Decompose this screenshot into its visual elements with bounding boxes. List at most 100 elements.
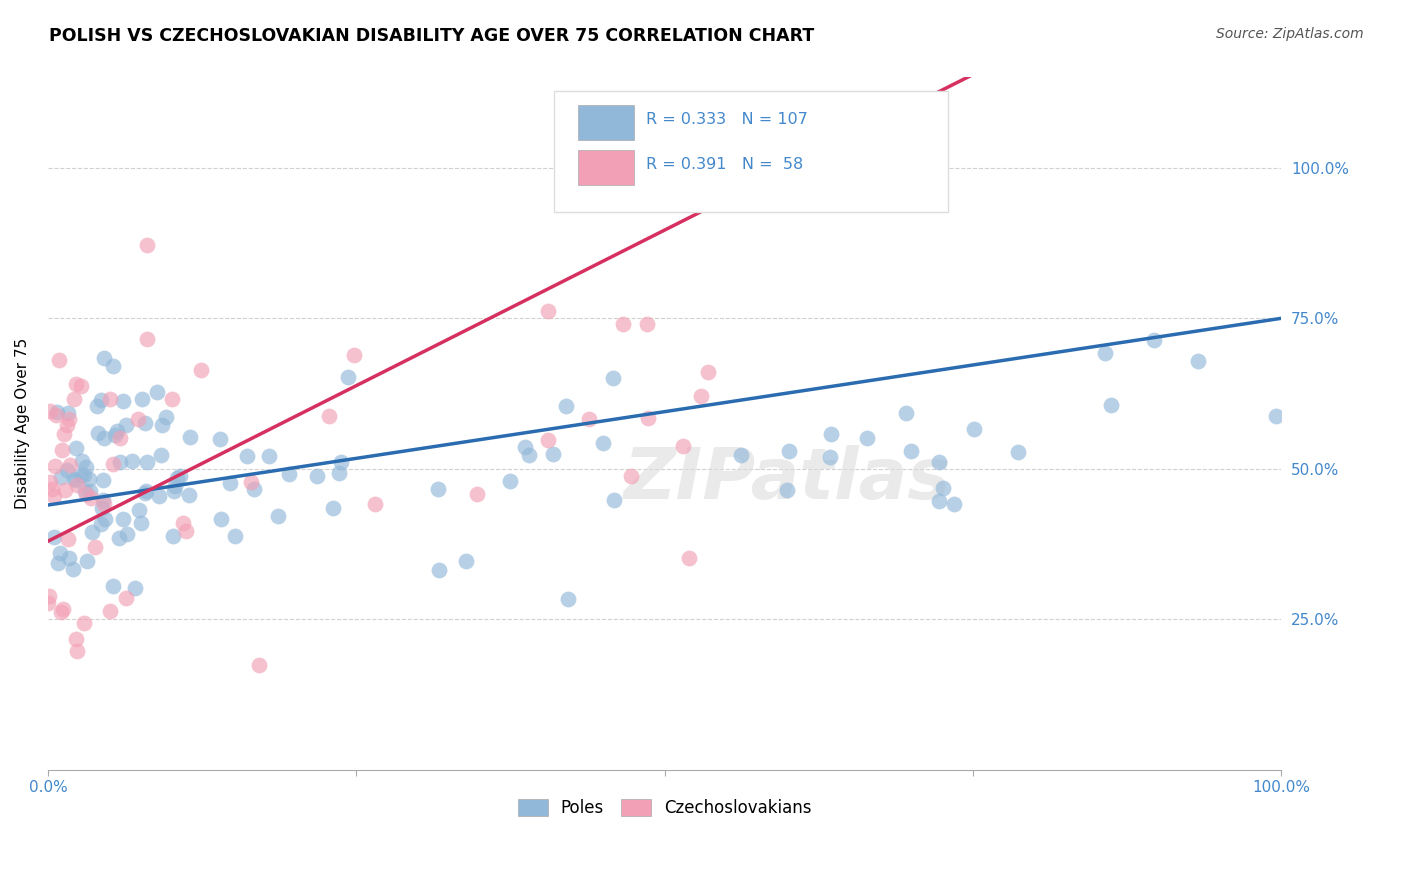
Point [101, 359, 124, 373]
Point [91, 492, 114, 507]
Point [73, 468, 96, 483]
Point [322, 500, 344, 515]
Point [179, 430, 201, 444]
Point [336, 370, 359, 384]
Point [148, 489, 170, 503]
Bar [554, 91, 948, 212]
Point [242, 483, 264, 497]
Point [136, 238, 159, 252]
Point [697, 365, 720, 379]
Point [66, 644, 89, 658]
Point [94, 512, 117, 526]
Point [900, 444, 922, 458]
Point [136, 455, 159, 469]
Point [114, 418, 136, 433]
Point [555, 400, 578, 414]
Point [818, 450, 841, 464]
Point [932, 481, 955, 495]
Point [592, 436, 614, 450]
Point [454, 554, 477, 568]
Point [963, 422, 986, 436]
Point [209, 512, 232, 526]
Point [778, 444, 800, 458]
Point [426, 482, 449, 496]
Point [70, 468, 93, 483]
Point [53, 427, 76, 442]
Point [266, 509, 288, 524]
Point [114, 591, 136, 605]
Point [49, 470, 72, 484]
Point [48, 352, 70, 367]
Point [73, 484, 96, 499]
Point [541, 447, 564, 461]
Point [62, 562, 84, 576]
Point [672, 439, 695, 453]
Point [1187, 353, 1209, 368]
Point [636, 318, 658, 332]
Point [79, 472, 101, 486]
Point [53, 483, 76, 498]
Point [41, 482, 63, 496]
Text: Source: ZipAtlas.com: Source: ZipAtlas.com [1216, 27, 1364, 41]
Point [163, 484, 186, 499]
Point [498, 474, 520, 488]
Point [135, 331, 157, 345]
Point [90, 392, 112, 407]
Point [90, 517, 112, 532]
Point [45, 405, 67, 419]
Point [1143, 333, 1166, 347]
Point [86, 399, 108, 413]
Point [58, 532, 80, 546]
Point [63, 392, 86, 406]
Point [1007, 445, 1029, 459]
Point [166, 471, 188, 485]
Point [150, 418, 173, 433]
Point [87, 425, 110, 440]
Point [127, 412, 149, 426]
Point [513, 440, 536, 454]
Point [247, 658, 270, 673]
Point [174, 524, 197, 538]
Point [224, 529, 246, 543]
Point [56, 463, 79, 477]
Point [1099, 398, 1122, 412]
Point [155, 410, 177, 425]
Point [76, 553, 98, 567]
Point [45, 408, 67, 422]
Point [65, 442, 87, 456]
Y-axis label: Disability Age Over 75: Disability Age Over 75 [15, 338, 30, 509]
Point [105, 424, 128, 438]
Point [612, 317, 634, 331]
Point [277, 467, 299, 482]
Point [79, 483, 101, 498]
Point [1265, 409, 1288, 423]
Text: ZIPatlas: ZIPatlas [624, 444, 952, 514]
Point [856, 431, 879, 445]
Point [208, 433, 231, 447]
Point [467, 487, 489, 501]
Point [603, 492, 626, 507]
Point [98, 604, 121, 618]
Point [328, 466, 350, 480]
Point [820, 426, 842, 441]
Point [93, 351, 115, 366]
Point [84, 540, 107, 554]
Point [46, 556, 69, 570]
Point [98, 392, 121, 407]
Point [330, 455, 353, 469]
Point [172, 516, 194, 530]
Point [678, 550, 700, 565]
Point [894, 406, 917, 420]
Legend: Poles, Czechoslovakians: Poles, Czechoslovakians [510, 792, 818, 824]
Point [72, 454, 94, 468]
Point [115, 527, 138, 541]
Point [121, 453, 143, 467]
Point [65, 473, 87, 487]
Point [517, 448, 540, 462]
Point [730, 449, 752, 463]
Point [179, 487, 201, 501]
Point [110, 455, 132, 469]
Point [80, 491, 103, 505]
Point [62, 472, 84, 486]
Point [38, 403, 60, 417]
